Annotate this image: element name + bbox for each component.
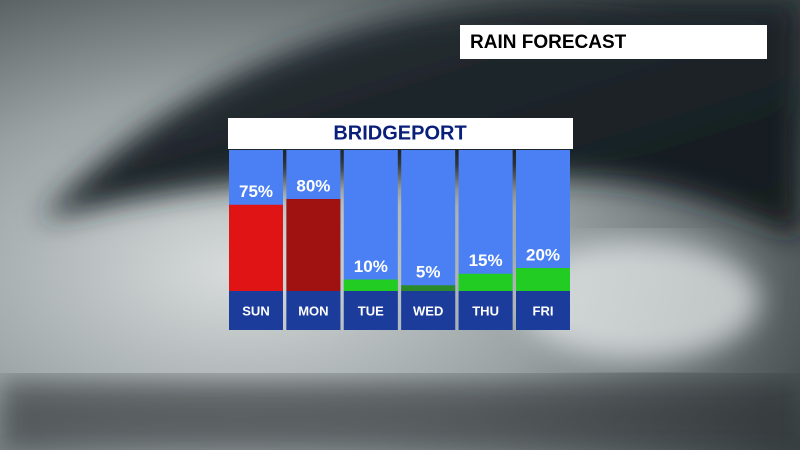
bar <box>401 285 456 291</box>
x-tick-label: WED <box>413 303 443 318</box>
x-tick-label: FRI <box>533 303 554 318</box>
label-band <box>458 291 513 330</box>
chart-title: BRIDGEPORT <box>333 122 466 144</box>
bar <box>229 204 283 291</box>
title-box <box>228 118 573 149</box>
x-tick-label: TUE <box>358 303 384 318</box>
label-band <box>516 291 570 330</box>
value-label: 80% <box>296 176 330 195</box>
header-box <box>460 25 767 59</box>
value-label: 75% <box>239 182 273 201</box>
bar <box>286 199 341 291</box>
value-label: 20% <box>526 245 560 264</box>
label-band <box>401 291 456 330</box>
bar <box>516 268 570 291</box>
label-band <box>286 291 341 330</box>
x-tick-label: SUN <box>242 303 269 318</box>
bar <box>343 279 398 291</box>
label-band <box>343 291 398 330</box>
x-tick-label: MON <box>298 303 328 318</box>
bar <box>458 273 513 291</box>
value-label: 10% <box>354 257 388 276</box>
value-label: 15% <box>469 251 503 270</box>
x-tick-label: THU <box>472 303 499 318</box>
value-label: 5% <box>416 263 441 282</box>
header-title: RAIN FORECAST <box>470 32 627 53</box>
label-band <box>229 291 283 330</box>
